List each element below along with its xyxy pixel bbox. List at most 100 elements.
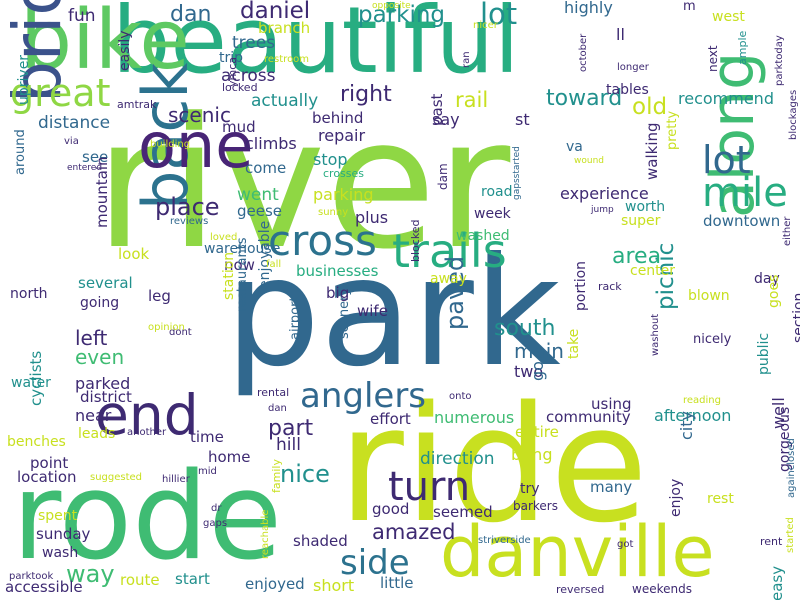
cloud-word: distance [38, 113, 111, 133]
cloud-word: community [546, 408, 631, 426]
cloud-word: october [578, 33, 589, 72]
cloud-word: tables [606, 82, 649, 98]
cloud-word: little [380, 574, 414, 592]
cloud-word: start [175, 570, 210, 588]
cloud-word: lot [702, 138, 751, 182]
cloud-word: entered [67, 163, 103, 173]
cloud-word: longer [617, 62, 649, 73]
cloud-word: parktook [9, 571, 54, 582]
cloud-word: nicer [473, 20, 498, 31]
cloud-word: parking [358, 2, 446, 28]
cloud-word: rack [598, 280, 622, 293]
cloud-word: rest [707, 491, 734, 507]
cloud-word: enjoyable [257, 220, 273, 289]
cloud-word: area [612, 244, 662, 269]
cloud-word: direction [420, 449, 495, 469]
cloud-word: reading [683, 395, 721, 406]
cloud-word: now [224, 256, 255, 274]
cloud-word: district [80, 388, 132, 406]
cloud-word: paved [441, 255, 469, 330]
cloud-word: two [514, 362, 544, 381]
cloud-word: dont [169, 327, 192, 338]
cloud-word: turn [388, 464, 471, 510]
cloud-word: actually [251, 91, 319, 111]
cloud-word: washout [650, 313, 661, 356]
cloud-word: via [64, 136, 79, 147]
cloud-word: businesses [296, 262, 379, 280]
cloud-word: enjoyed [245, 575, 305, 593]
cloud-word: benches [7, 434, 66, 450]
cloud-word: upriver [16, 54, 32, 105]
cloud-word: home [208, 448, 251, 466]
cloud-word: gapsstarted [512, 146, 522, 200]
cloud-word: went [237, 185, 279, 205]
cloud-word: highly [564, 0, 613, 17]
cloud-word: fun [68, 6, 96, 26]
cloud-word: away [430, 271, 467, 287]
cloud-word: gaps [203, 518, 228, 529]
cloud-word: climbs [245, 134, 297, 153]
cloud-word: wife [357, 302, 388, 320]
cloud-word: dam [436, 163, 450, 190]
cloud-word: entire [515, 423, 559, 441]
cloud-word: experience [560, 184, 649, 203]
cloud-word: well [769, 397, 788, 429]
cloud-word: take [566, 328, 582, 359]
cloud-word: road [481, 184, 513, 200]
cloud-word: wound [574, 156, 604, 166]
cloud-word: north [10, 286, 48, 302]
cloud-word: say [432, 110, 460, 129]
cloud-word: near [75, 406, 112, 425]
cloud-word: around [13, 129, 28, 175]
cloud-word: dr [211, 503, 222, 514]
cloud-word: easily [117, 30, 133, 71]
cloud-word: effort [370, 410, 411, 428]
cloud-word: time [190, 428, 224, 446]
cloud-word: reachable [260, 509, 271, 559]
cloud-word: warehouse [204, 241, 281, 257]
cloud-word: parking [313, 185, 374, 204]
cloud-word: seemed [433, 503, 493, 521]
cloud-word: rode [12, 448, 283, 587]
cloud-word: try [520, 481, 540, 497]
cloud-word: building [150, 139, 191, 150]
cloud-word: south [494, 316, 556, 341]
cloud-word: next [706, 45, 720, 72]
cloud-word: going [80, 295, 120, 311]
cloud-word: sunday [36, 525, 91, 543]
cloud-word: dan [268, 403, 287, 414]
cloud-word: rental [257, 386, 290, 399]
cloud-word: super [621, 213, 661, 229]
cloud-word: opinion [148, 322, 185, 333]
cloud-word: river [95, 80, 511, 289]
cloud-word: wash [42, 545, 79, 561]
cloud-word: day [754, 271, 780, 287]
cloud-word: va [566, 139, 583, 155]
cloud-word: behind [312, 109, 364, 127]
cloud-word: downtown [703, 212, 781, 230]
cloud-word: way [66, 560, 115, 588]
cloud-word: blown [688, 288, 730, 304]
cloud-word: mud [222, 118, 256, 136]
cloud-word: reversed [556, 583, 605, 596]
cloud-word: weekends [632, 582, 692, 596]
cloud-word: st [515, 110, 530, 129]
cloud-word: loved [210, 232, 238, 243]
cloud-word: leg [148, 287, 171, 305]
cloud-word: amtrak [117, 98, 157, 111]
cloud-word: place [155, 193, 220, 221]
cloud-word: reviews [170, 216, 209, 227]
cloud-word: numerous [434, 408, 515, 427]
cloud-word: mid [198, 466, 217, 477]
cloud-word: blockages [788, 89, 799, 140]
cloud-word: got [617, 539, 634, 550]
cloud-word: suggested [90, 472, 143, 483]
cloud-word: blocked [409, 219, 422, 262]
cloud-word: station [221, 251, 237, 300]
cloud-word: scenic [168, 103, 231, 127]
cloud-word: bring [511, 445, 553, 464]
cloud-word: lot [480, 0, 518, 31]
cloud-word: amazed [372, 520, 456, 544]
cloud-word: leads [78, 426, 116, 442]
